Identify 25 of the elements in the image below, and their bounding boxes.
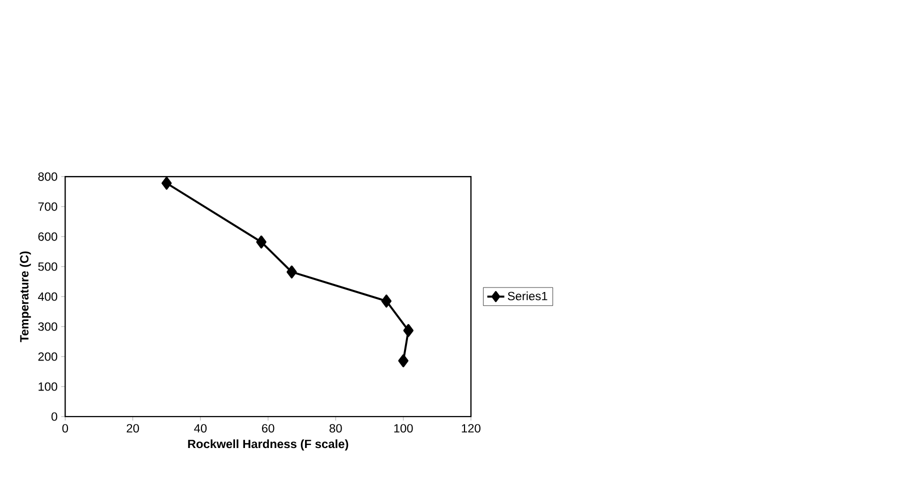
x-tick-label: 20 — [126, 424, 139, 433]
point — [256, 236, 266, 248]
y-tick-label: 800 — [38, 172, 58, 181]
point — [162, 176, 172, 190]
x-tick-label: 100 — [394, 424, 413, 433]
y-tick-label: 400 — [38, 292, 58, 301]
y-axis-title: Temperature (C) — [20, 251, 31, 342]
y-tick-label: 500 — [38, 262, 58, 271]
x-tick-label: 60 — [262, 424, 274, 433]
point — [381, 294, 392, 308]
legend-label: Series1 — [508, 292, 548, 300]
y-tick-label: 700 — [38, 202, 58, 211]
x-axis-title: Rockwell Hardness (F scale) — [188, 439, 348, 451]
point — [398, 354, 408, 368]
x-tick-label: 40 — [194, 424, 207, 433]
y-tick-label: 200 — [38, 352, 58, 361]
x-tick-label: 0 — [62, 424, 68, 433]
y-tick-label: 600 — [38, 232, 58, 241]
x-tick-label: 80 — [330, 424, 342, 433]
y-tick-label: 300 — [38, 322, 58, 331]
point — [286, 266, 297, 278]
y-tick-label: 0 — [52, 412, 58, 421]
y-tick-label: 100 — [38, 382, 58, 391]
point — [403, 324, 414, 337]
x-tick-label: 120 — [462, 424, 480, 433]
